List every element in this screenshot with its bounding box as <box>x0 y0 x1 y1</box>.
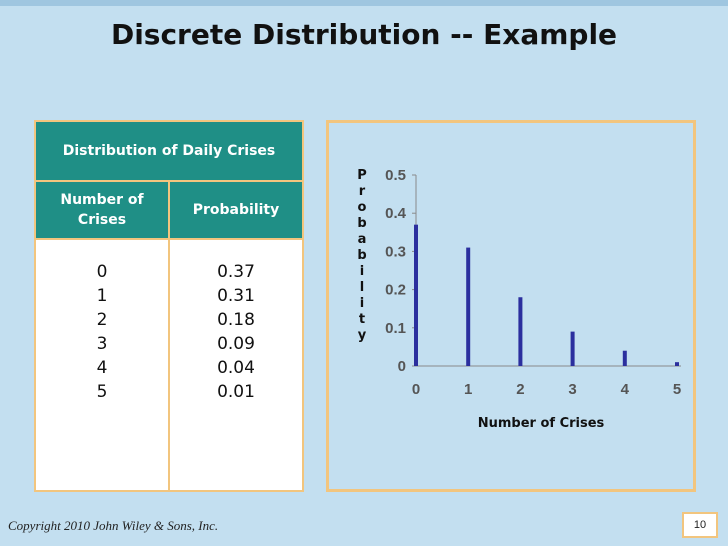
x-tick-label: 1 <box>464 381 472 398</box>
table-cell: 0.04 <box>217 358 255 378</box>
y-axis-label-letter: l <box>359 280 365 295</box>
chart-frame <box>326 120 696 492</box>
y-tick-label: 0.5 <box>385 167 406 184</box>
page-number: 10 <box>682 512 718 538</box>
distribution-table: Distribution of Daily Crises Number of C… <box>34 120 304 492</box>
copyright-footer: Copyright 2010 John Wiley & Sons, Inc. <box>8 518 219 533</box>
column-divider <box>168 180 170 490</box>
table-cell: 1 <box>96 286 108 306</box>
x-tick-label: 5 <box>673 381 681 398</box>
y-tick-label: 0.4 <box>385 205 407 222</box>
chart-bar <box>570 331 575 366</box>
y-axis-label-letter: i <box>359 296 365 311</box>
table-cell: 3 <box>96 334 108 354</box>
table-cell: 0.09 <box>217 334 255 354</box>
chart-bar <box>518 297 523 366</box>
x-tick-label: 2 <box>516 381 524 398</box>
table-cell: 2 <box>96 310 108 330</box>
y-axis-label-letter: a <box>357 232 367 247</box>
y-tick-label: 0.3 <box>385 243 406 260</box>
chart-bar <box>622 350 627 366</box>
y-axis-label-letter: b <box>357 216 367 231</box>
crises-column: 0 1 2 3 4 5 <box>36 260 168 404</box>
slide-top-border <box>0 0 728 6</box>
table-cell: 0 <box>96 262 108 282</box>
slide-title: Discrete Distribution -- Example <box>110 18 618 51</box>
y-tick-label: 0 <box>398 358 406 375</box>
x-axis-label: Number of Crises <box>477 416 605 431</box>
chart-bar <box>675 362 679 366</box>
y-axis-label-letter: P <box>357 168 367 183</box>
y-axis-label-letter: r <box>358 184 366 199</box>
table-cell: 0.01 <box>217 382 255 402</box>
col-header-probability-label: Probability <box>192 202 280 218</box>
y-axis-label-letter: i <box>359 264 365 279</box>
probability-column: 0.37 0.31 0.18 0.09 0.04 0.01 <box>170 260 302 404</box>
col-header-crises: Number of Crises <box>36 182 168 238</box>
y-axis-label-letter: y <box>357 328 367 343</box>
chart-bar <box>414 224 418 366</box>
col-header-probability: Probability <box>170 182 302 238</box>
x-tick-label: 4 <box>621 381 630 398</box>
table-header: Distribution of Daily Crises <box>36 122 302 180</box>
table-cell: 0.37 <box>217 262 255 282</box>
table-cell: 4 <box>96 358 108 378</box>
y-axis-label-letter: o <box>357 200 367 215</box>
x-tick-label: 3 <box>568 381 576 398</box>
table-cell: 0.18 <box>217 310 255 330</box>
col-header-crises-label: Number of Crises <box>60 192 144 228</box>
y-tick-label: 0.1 <box>385 320 406 337</box>
y-tick-label: 0.2 <box>385 282 406 299</box>
chart-bar <box>466 247 471 366</box>
y-axis-label-letter: t <box>358 312 366 327</box>
table-cell: 5 <box>96 382 108 402</box>
x-tick-label: 0 <box>412 381 420 398</box>
y-axis-label-letter: b <box>357 248 367 263</box>
table-cell: 0.31 <box>217 286 255 306</box>
